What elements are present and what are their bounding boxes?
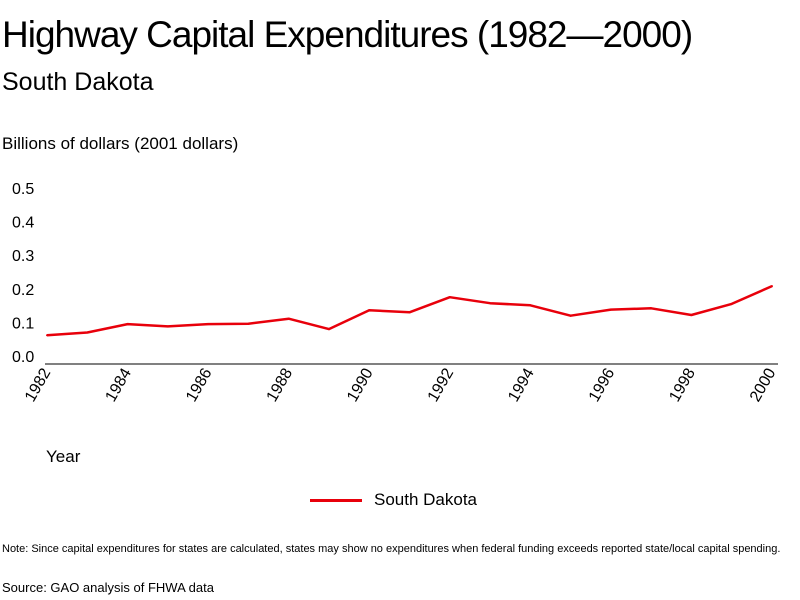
x-axis-label: Year bbox=[46, 447, 81, 466]
y-tick-label: 0.3 bbox=[12, 248, 34, 265]
y-tick-label: 0.4 bbox=[12, 215, 34, 232]
data-point bbox=[287, 317, 290, 320]
x-axis-ticks: 1982 1984 1986 1988 1990 1992 1994 1996 1998 2000 bbox=[22, 365, 780, 404]
data-point bbox=[327, 328, 330, 331]
y-axis-label: Billions of dollars (2001 dollars) bbox=[2, 134, 239, 153]
footnote: Note: Since capital expenditures for sta… bbox=[2, 543, 781, 555]
data-point bbox=[448, 296, 451, 299]
x-tick-label: 1992 bbox=[425, 365, 458, 404]
data-point bbox=[489, 302, 492, 305]
y-tick-label: 0.2 bbox=[12, 282, 34, 299]
data-point bbox=[690, 314, 693, 316]
y-tick-label: 0.5 bbox=[12, 181, 34, 198]
data-point bbox=[408, 311, 411, 314]
x-tick-label: 1986 bbox=[183, 365, 216, 404]
chart-title: Highway Capital Expenditures (1982—2000) bbox=[2, 14, 693, 55]
line-chart: 0.00.10.20.30.40.5 1982 1984 1986 1988 1990 1… bbox=[12, 181, 780, 405]
data-point bbox=[529, 304, 532, 307]
y-tick-label: 0.1 bbox=[12, 315, 34, 332]
data-point bbox=[207, 323, 210, 326]
data-point bbox=[86, 331, 89, 334]
x-tick-label: 1982 bbox=[22, 365, 55, 404]
data-point bbox=[166, 325, 169, 328]
data-point bbox=[569, 314, 572, 317]
data-point bbox=[46, 334, 48, 337]
x-tick-label: 1988 bbox=[264, 365, 297, 404]
data-point bbox=[368, 309, 371, 312]
legend-label: South Dakota bbox=[374, 490, 478, 509]
x-tick-label: 1998 bbox=[666, 365, 699, 404]
source-note: Source: GAO analysis of FHWA data bbox=[2, 580, 214, 595]
data-point bbox=[771, 285, 773, 288]
x-tick-label: 2000 bbox=[747, 365, 780, 404]
data-point bbox=[730, 302, 733, 305]
x-tick-label: 1996 bbox=[586, 365, 619, 404]
series-layer bbox=[46, 284, 773, 337]
data-point bbox=[247, 322, 250, 325]
data-point bbox=[650, 307, 653, 310]
x-tick-label: 1984 bbox=[103, 365, 136, 404]
legend-swatch bbox=[310, 498, 362, 502]
series-line-0 bbox=[46, 284, 773, 337]
y-tick-label: 0.0 bbox=[12, 349, 34, 366]
chart-subtitle: South Dakota bbox=[2, 68, 154, 96]
x-tick-label: 1994 bbox=[505, 365, 538, 404]
legend: South Dakota bbox=[310, 490, 477, 510]
y-axis-ticks: 0.0 0.1 0.2 0.3 0.4 0.5 bbox=[12, 181, 34, 366]
data-point bbox=[609, 308, 612, 311]
x-tick-label: 1990 bbox=[344, 365, 377, 404]
data-point bbox=[126, 323, 129, 326]
